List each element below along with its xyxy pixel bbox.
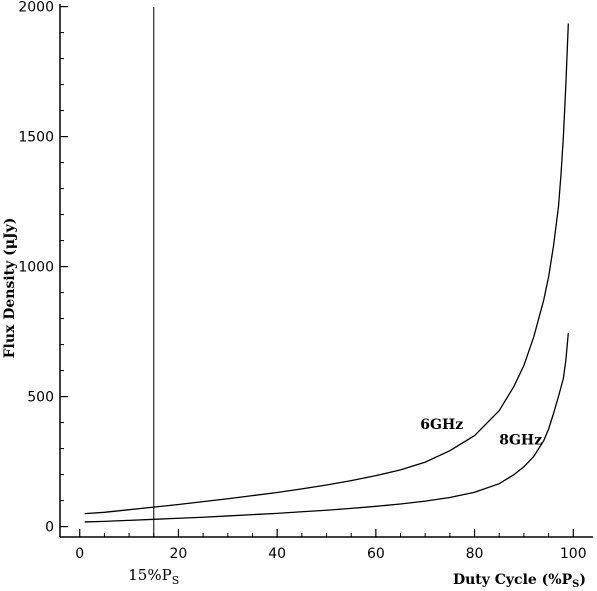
- duty-cycle-marker-label-main: 15%P: [128, 566, 171, 584]
- series-labels: 6GHz 8GHz: [420, 417, 542, 449]
- y-tick-label: 1000: [18, 260, 54, 276]
- x-tick-label: 60: [367, 546, 385, 562]
- y-axis-title: Flux Density (μJy): [2, 218, 18, 359]
- x-axis-title-sub: S: [572, 579, 579, 590]
- series-lines: [84, 23, 569, 523]
- y-tick-label: 2000: [18, 0, 54, 16]
- axes: [59, 4, 593, 538]
- y-tick-label: 0: [45, 520, 54, 536]
- x-tick-label: 40: [268, 546, 286, 562]
- x-tick-label: 0: [75, 546, 84, 562]
- y-axis-ticks: 0 500 1000 1500 2000: [18, 0, 68, 536]
- series-line-8ghz: [84, 332, 569, 523]
- x-axis-title: Duty Cycle (%PS): [453, 572, 586, 590]
- x-axis-title-end: ): [579, 572, 586, 588]
- y-tick-label: 1500: [18, 130, 54, 146]
- x-tick-label: 20: [170, 546, 188, 562]
- duty-cycle-marker-label: 15%PS: [128, 566, 179, 587]
- series-label-8ghz: 8GHz: [499, 433, 542, 449]
- x-axis-title-main: Duty Cycle (%P: [453, 572, 573, 588]
- duty-cycle-marker-label-sub: S: [172, 574, 180, 587]
- series-label-6ghz: 6GHz: [420, 417, 463, 433]
- x-axis-ticks: 0 20 40 60 80 100: [75, 529, 587, 562]
- annotations: 15%PS: [128, 7, 179, 587]
- x-tick-label: 80: [466, 546, 484, 562]
- y-tick-label: 500: [27, 390, 54, 406]
- x-tick-label: 100: [560, 546, 587, 562]
- series-line-6ghz: [84, 23, 569, 515]
